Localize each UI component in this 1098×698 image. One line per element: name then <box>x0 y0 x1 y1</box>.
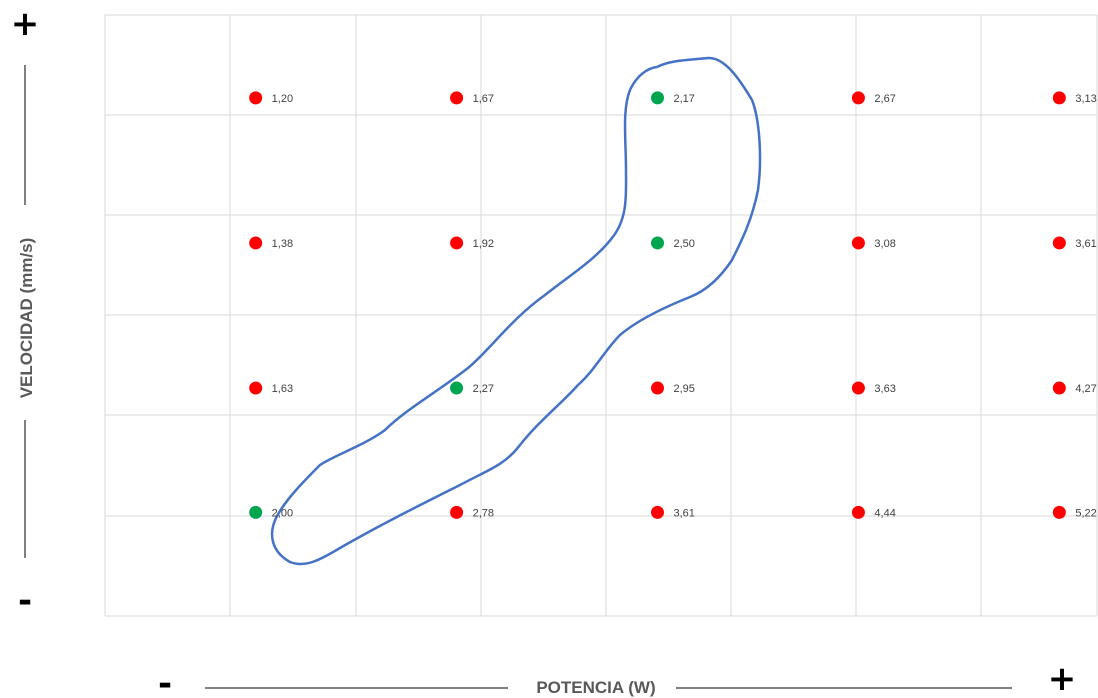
selection-outline <box>270 56 762 566</box>
gridlines <box>104 14 1098 617</box>
y-minus-sign: - <box>18 581 32 621</box>
data-label: 3,13 <box>1075 93 1096 105</box>
data-point-selected <box>651 91 665 105</box>
data-label: 2,27 <box>473 383 494 395</box>
data-point-selected <box>249 505 263 519</box>
data-point <box>651 381 665 395</box>
data-label: 5,22 <box>1075 507 1096 519</box>
data-label: 3,61 <box>674 507 695 519</box>
data-point <box>249 236 263 250</box>
data-label: 2,67 <box>874 93 895 105</box>
points-layer: 1,20 1,67 2,17 2,67 3,13 1,38 1,92 2,50 3,08 3,61… <box>249 91 1097 519</box>
data-label: 1,63 <box>272 383 293 395</box>
data-label: 2,78 <box>473 507 494 519</box>
x-plus-sign: + <box>1048 659 1077 698</box>
data-point <box>450 236 464 250</box>
data-point <box>851 505 865 519</box>
data-label: 1,20 <box>272 93 293 105</box>
data-label: 3,08 <box>874 238 895 250</box>
data-point <box>851 381 865 395</box>
data-label: 1,38 <box>272 238 293 250</box>
data-point <box>1052 91 1066 105</box>
data-point <box>1052 505 1066 519</box>
data-point <box>1052 236 1066 250</box>
data-label: 3,63 <box>874 383 895 395</box>
data-label: 3,61 <box>1075 238 1096 250</box>
y-plus-sign: + <box>11 4 40 44</box>
data-point <box>1052 381 1066 395</box>
data-label: 2,95 <box>674 383 695 395</box>
data-point-selected <box>450 381 464 395</box>
data-label: 1,67 <box>473 93 494 105</box>
data-label: 1,92 <box>473 238 494 250</box>
data-point-selected <box>651 236 665 250</box>
data-point <box>851 91 865 105</box>
data-label: 4,44 <box>874 507 895 519</box>
y-axis-label: VELOCIDAD (mm/s) <box>17 238 36 399</box>
data-label: 2,00 <box>272 507 293 519</box>
data-point <box>249 91 263 105</box>
data-label: 2,17 <box>674 93 695 105</box>
data-label: 4,27 <box>1075 383 1096 395</box>
data-point <box>450 505 464 519</box>
data-point <box>249 381 263 395</box>
x-axis-label: POTENCIA (W) <box>536 678 655 697</box>
data-point <box>651 505 665 519</box>
data-label: 2,50 <box>674 238 695 250</box>
data-point <box>450 91 464 105</box>
data-point <box>851 236 865 250</box>
x-minus-sign: - <box>158 664 172 698</box>
